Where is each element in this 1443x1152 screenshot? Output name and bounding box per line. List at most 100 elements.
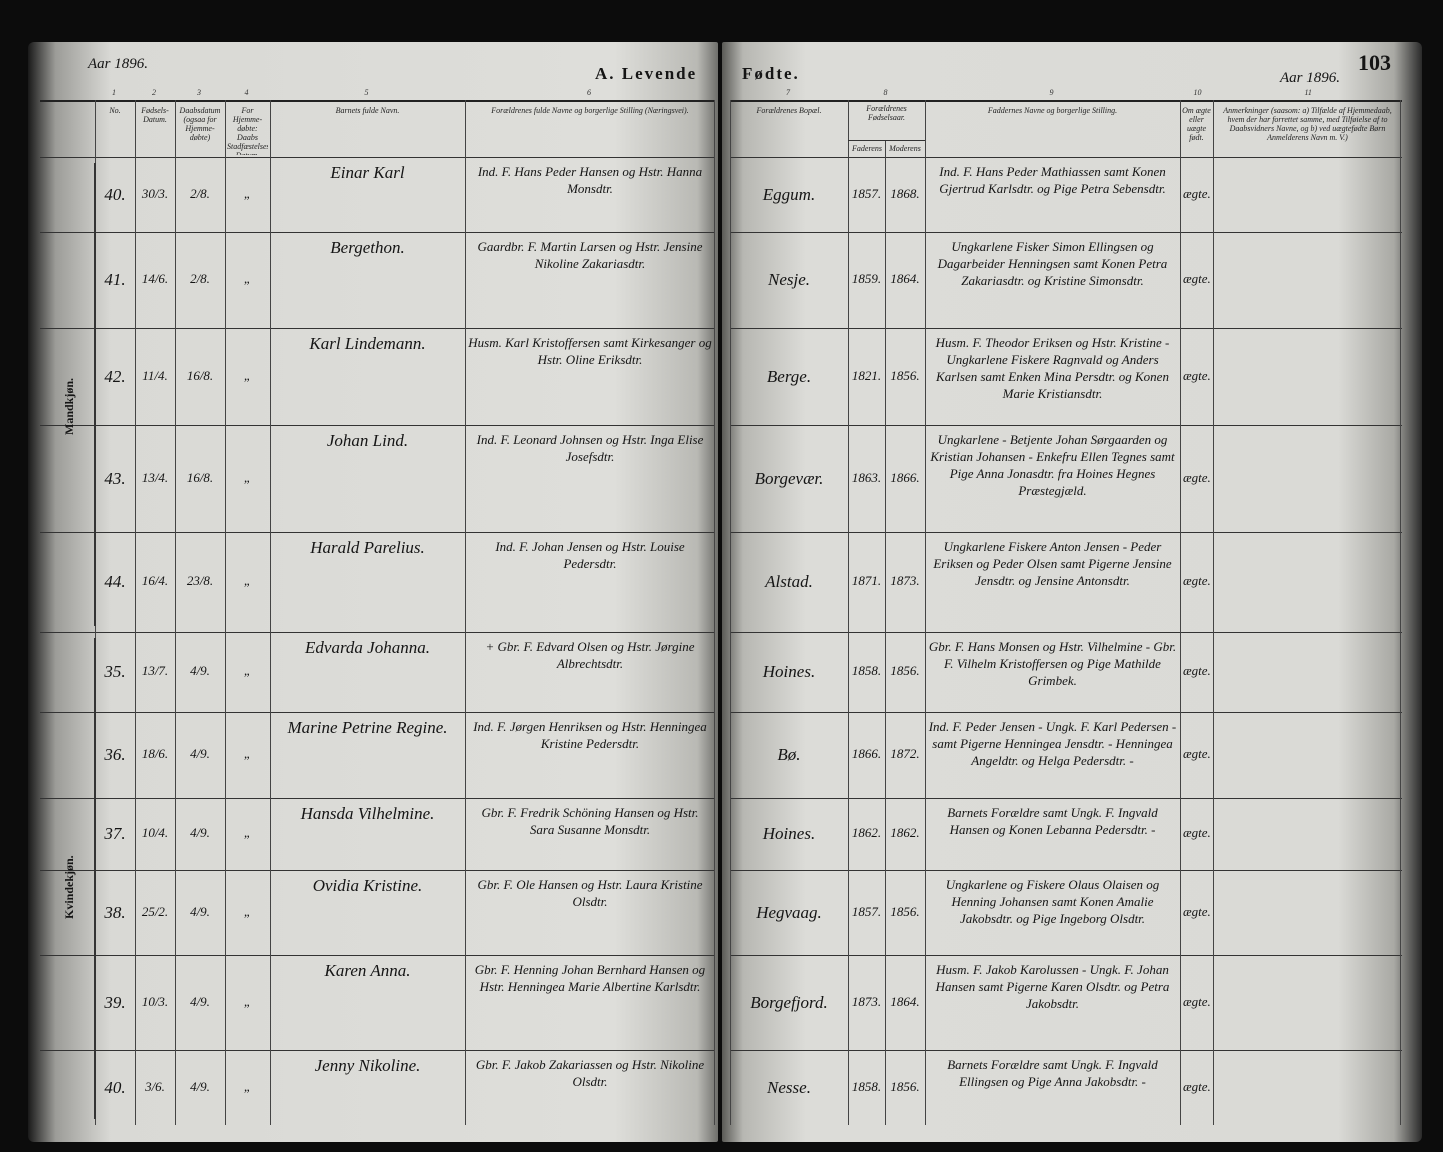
mother-born: 1856. [890, 663, 920, 678]
confirmation-date: „ [243, 367, 252, 383]
confirmation-date: „ [243, 271, 252, 286]
rule [270, 100, 271, 1125]
rule [730, 870, 1402, 871]
rule [1400, 100, 1401, 1125]
birth-date: 13/7. [141, 663, 169, 678]
column-subheader: Faderens [852, 144, 882, 153]
rule [175, 100, 176, 1125]
rule [40, 100, 715, 102]
no: 40. [104, 184, 126, 204]
column-header: Om ægte eller uægte født. [1182, 106, 1211, 142]
title-right: Fødte. [742, 64, 800, 83]
no: 41. [104, 270, 126, 289]
year-right: Aar 1896. [1280, 70, 1340, 86]
residence: Hegvaag. [756, 902, 822, 922]
parents: Gbr. F. Henning Johan Bernhard Hansen og… [474, 962, 706, 994]
column-number: 5 [364, 88, 369, 97]
column-header: Fødsels-Datum. [141, 106, 169, 124]
residence: Nesje. [767, 270, 811, 289]
no: 35. [104, 662, 126, 681]
section-label: Kvindekjøn. [62, 854, 76, 919]
legitimacy: ægte. [1183, 469, 1210, 485]
sponsors: Ungkarlene - Betjente Johan Sørgaarden o… [930, 432, 1175, 498]
column-subheader: Moderens [889, 144, 921, 153]
father-born: 1863. [851, 469, 882, 485]
baptism-date: 4/9. [190, 903, 210, 919]
mother-born: 1866. [890, 469, 920, 485]
birth-date: 18/6. [141, 746, 169, 761]
sponsors: Ungkarlene og Fiskere Olaus Olaisen og H… [945, 877, 1160, 926]
baptism-date: 23/8. [186, 573, 214, 588]
column-number: 7 [786, 88, 790, 97]
father-born: 1821. [851, 367, 882, 383]
rule [730, 328, 1402, 329]
parents: Ind. F. Leonard Johnsen og Hstr. Inga El… [476, 432, 704, 464]
legitimacy: ægte. [1183, 663, 1210, 678]
rule [135, 100, 136, 1125]
column-header: Barnets fulde Navn. [335, 106, 400, 115]
no: 36. [104, 745, 126, 764]
rule [40, 328, 715, 329]
legitimacy: ægte. [1183, 271, 1210, 286]
mother-born: 1856. [890, 903, 920, 919]
section-label: Mandkjøn. [62, 377, 76, 435]
column-number: 8 [883, 88, 888, 97]
no: 42. [104, 366, 126, 386]
birth-date: 10/4. [141, 825, 169, 840]
legitimacy: ægte. [1183, 573, 1210, 588]
sponsors: Ungkarlene Fisker Simon Ellingsen og Dag… [937, 239, 1168, 288]
parents: Ind. F. Jørgen Henriksen og Hstr. Hennin… [473, 719, 707, 751]
birth-date: 14/6. [141, 271, 169, 286]
mother-born: 1862. [890, 825, 920, 840]
confirmation-date: „ [243, 185, 252, 201]
name: Marine Petrine Regine. [287, 718, 448, 737]
sponsors: Gbr. F. Hans Monsen og Hstr. Vilhelmine … [928, 639, 1177, 688]
column-header: Forældrenes Fødselsaar. [866, 104, 907, 122]
confirmation-date: „ [243, 746, 252, 761]
name: Ovidia Kristine. [312, 876, 423, 895]
rule [40, 1050, 715, 1051]
birth-date: 3/6. [145, 1078, 165, 1094]
legitimacy: ægte. [1183, 746, 1210, 761]
rule [1180, 100, 1181, 1125]
column-number: 1 [112, 88, 116, 97]
name: Harald Parelius. [310, 538, 425, 557]
residence: Berge. [766, 366, 812, 386]
column-header: For Hjemme-døbte: Daabs Stadfæstelses Da… [227, 106, 268, 155]
baptism-date: 4/9. [190, 825, 210, 840]
rule [40, 532, 715, 533]
legitimacy: ægte. [1183, 185, 1210, 201]
rule [730, 100, 1402, 102]
residence: Eggum. [762, 184, 816, 204]
no: 44. [104, 572, 126, 591]
mother-born: 1864. [890, 271, 920, 286]
legitimacy: ægte. [1183, 993, 1210, 1009]
mother-born: 1864. [890, 993, 920, 1009]
legitimacy: ægte. [1183, 903, 1210, 919]
rule [848, 140, 925, 141]
baptism-date: 4/9. [190, 663, 210, 678]
no: 40. [104, 1077, 126, 1097]
name: Hansda Vilhelmine. [300, 804, 435, 823]
sponsors: Ungkarlene Fiskere Anton Jensen - Peder … [933, 539, 1172, 588]
column-header: Forældrenes Bopæl. [756, 106, 822, 115]
legitimacy: ægte. [1183, 1078, 1210, 1094]
no: 37. [104, 824, 126, 843]
father-born: 1857. [851, 185, 882, 201]
sponsors: Barnets Forældre samt Ungk. F. Ingvald E… [947, 1057, 1158, 1089]
no: 38. [104, 902, 126, 922]
rule [925, 100, 926, 1125]
column-header: No. [109, 106, 121, 115]
rule [730, 632, 1402, 633]
column-number: 11 [1304, 88, 1312, 97]
baptism-date: 2/8. [190, 271, 210, 286]
parents: Ind. F. Hans Peder Hansen og Hstr. Hanna… [477, 164, 703, 196]
rule [714, 100, 715, 1125]
name: Karen Anna. [324, 961, 411, 980]
rule [225, 100, 226, 1125]
name: Jenny Nikoline. [314, 1056, 421, 1075]
rule [1213, 100, 1214, 1125]
father-born: 1859. [851, 271, 882, 286]
father-born: 1866. [851, 746, 882, 761]
baptism-date: 16/8. [186, 469, 214, 485]
